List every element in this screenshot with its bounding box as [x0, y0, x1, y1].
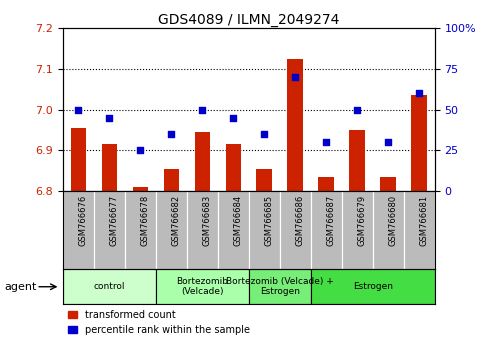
- Text: GSM766679: GSM766679: [357, 195, 366, 246]
- Point: [260, 131, 268, 137]
- Text: GSM766681: GSM766681: [419, 195, 428, 246]
- FancyBboxPatch shape: [125, 191, 156, 269]
- FancyBboxPatch shape: [373, 191, 404, 269]
- Text: GSM766676: GSM766676: [78, 195, 87, 246]
- FancyBboxPatch shape: [218, 191, 249, 269]
- Point: [199, 107, 206, 113]
- Point: [105, 115, 113, 121]
- FancyBboxPatch shape: [342, 191, 373, 269]
- Bar: [249, 269, 311, 304]
- Point: [291, 74, 299, 80]
- FancyBboxPatch shape: [63, 191, 94, 269]
- Bar: [101, 144, 117, 191]
- Point: [322, 139, 330, 145]
- Text: GSM766687: GSM766687: [326, 195, 335, 246]
- Bar: [71, 128, 86, 191]
- Text: control: control: [94, 282, 125, 291]
- FancyBboxPatch shape: [187, 191, 218, 269]
- Point: [136, 148, 144, 153]
- Bar: [63, 269, 156, 304]
- Bar: [381, 177, 396, 191]
- Bar: [226, 144, 241, 191]
- Bar: [256, 169, 272, 191]
- Legend: transformed count, percentile rank within the sample: transformed count, percentile rank withi…: [68, 310, 250, 335]
- Point: [229, 115, 237, 121]
- Bar: [156, 269, 249, 304]
- Bar: [318, 177, 334, 191]
- Text: agent: agent: [5, 282, 37, 292]
- FancyBboxPatch shape: [280, 191, 311, 269]
- Point: [168, 131, 175, 137]
- Bar: [132, 187, 148, 191]
- FancyBboxPatch shape: [156, 191, 187, 269]
- Text: GSM766678: GSM766678: [140, 195, 149, 246]
- FancyBboxPatch shape: [404, 191, 435, 269]
- Bar: [311, 269, 435, 304]
- Bar: [350, 130, 365, 191]
- Title: GDS4089 / ILMN_2049274: GDS4089 / ILMN_2049274: [158, 13, 340, 27]
- Bar: [164, 169, 179, 191]
- Text: GSM766685: GSM766685: [264, 195, 273, 246]
- Text: Bortezomib (Velcade) +
Estrogen: Bortezomib (Velcade) + Estrogen: [226, 277, 334, 296]
- Bar: [287, 59, 303, 191]
- Text: GSM766677: GSM766677: [109, 195, 118, 246]
- Bar: [195, 132, 210, 191]
- Text: GSM766683: GSM766683: [202, 195, 211, 246]
- Point: [384, 139, 392, 145]
- Text: Bortezomib
(Velcade): Bortezomib (Velcade): [176, 277, 228, 296]
- Text: GSM766680: GSM766680: [388, 195, 397, 246]
- Bar: [412, 96, 427, 191]
- Point: [354, 107, 361, 113]
- Text: GSM766686: GSM766686: [295, 195, 304, 246]
- FancyBboxPatch shape: [249, 191, 280, 269]
- Point: [415, 91, 423, 96]
- Text: GSM766684: GSM766684: [233, 195, 242, 246]
- FancyBboxPatch shape: [311, 191, 342, 269]
- FancyBboxPatch shape: [94, 191, 125, 269]
- Text: Estrogen: Estrogen: [353, 282, 393, 291]
- Text: GSM766682: GSM766682: [171, 195, 180, 246]
- Point: [74, 107, 82, 113]
